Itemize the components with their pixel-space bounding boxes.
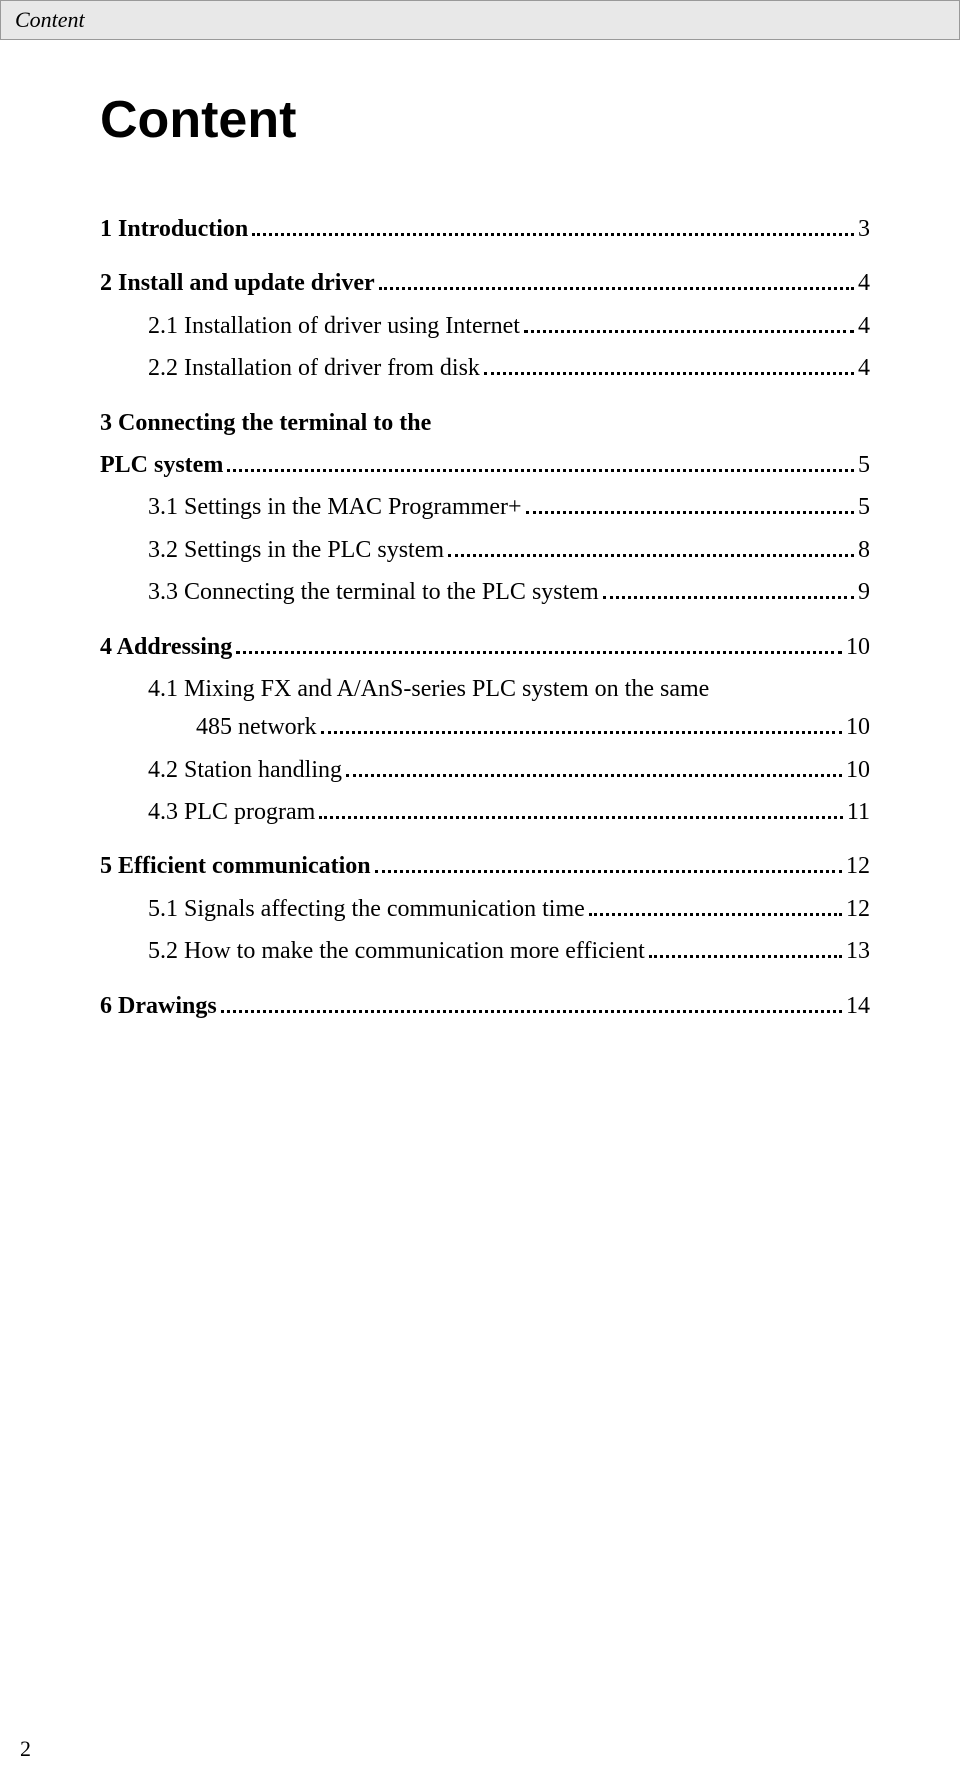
toc-text: 3.1 Settings in the MAC Programmer+ — [148, 488, 522, 526]
toc-text: PLC system — [100, 446, 223, 484]
toc-page: 10 — [846, 628, 870, 666]
toc-text: 5.2 How to make the communication more e… — [148, 932, 645, 970]
toc-page: 11 — [847, 793, 870, 831]
toc-page: 12 — [846, 847, 870, 885]
toc-dots — [484, 372, 854, 375]
toc-entry: 3.2 Settings in the PLC system 8 — [100, 531, 870, 569]
toc-page: 10 — [846, 708, 870, 746]
toc-text: 2.1 Installation of driver using Interne… — [148, 307, 520, 345]
toc-entry: 2.1 Installation of driver using Interne… — [100, 307, 870, 345]
toc-entry: 4.1 Mixing FX and A/AnS-series PLC syste… — [100, 670, 870, 747]
toc-page: 5 — [858, 446, 870, 484]
toc-text: 4.2 Station handling — [148, 751, 342, 789]
toc-entry: 6 Drawings 14 — [100, 987, 870, 1025]
toc-text: 6 Drawings — [100, 987, 217, 1025]
toc-dots — [603, 596, 854, 599]
toc-text: 3.3 Connecting the terminal to the PLC s… — [148, 573, 599, 611]
toc-entry: PLC system 5 — [100, 446, 870, 484]
header-label: Content — [15, 7, 85, 32]
toc-entry: 5.1 Signals affecting the communication … — [100, 890, 870, 928]
toc-text: 2 Install and update driver — [100, 264, 375, 302]
page-title: Content — [100, 90, 870, 150]
toc-text: 5 Efficient communication — [100, 847, 371, 885]
toc-page: 4 — [858, 307, 870, 345]
toc-page: 4 — [858, 264, 870, 302]
toc-text: 4 Addressing — [100, 628, 232, 666]
toc-entry: 2.2 Installation of driver from disk 4 — [100, 349, 870, 387]
toc-entry: 3.1 Settings in the MAC Programmer+ 5 — [100, 488, 870, 526]
toc-dots — [589, 913, 842, 916]
header-bar: Content — [0, 0, 960, 40]
toc-dots — [649, 955, 842, 958]
toc-page: 9 — [858, 573, 870, 611]
toc-text: 3 Connecting the terminal to the — [100, 404, 431, 442]
toc-text: 4.3 PLC program — [148, 793, 315, 831]
toc-text: 2.2 Installation of driver from disk — [148, 349, 480, 387]
footer-page-number: 2 — [20, 1736, 31, 1762]
toc-page: 5 — [858, 488, 870, 526]
toc-page: 10 — [846, 751, 870, 789]
toc-entry: 3 Connecting the terminal to the — [100, 404, 870, 442]
toc-page: 14 — [846, 987, 870, 1025]
content-area: Content 1 Introduction 3 2 Install and u… — [0, 40, 960, 1059]
toc-dots — [236, 651, 842, 654]
toc-dots — [346, 774, 842, 777]
toc-page: 13 — [846, 932, 870, 970]
toc-page: 3 — [858, 210, 870, 248]
toc-entry: 4.2 Station handling 10 — [100, 751, 870, 789]
toc-text: 4.1 Mixing FX and A/AnS-series PLC syste… — [148, 670, 870, 708]
toc-dots — [252, 233, 854, 236]
toc-entry: 1 Introduction 3 — [100, 210, 870, 248]
toc-text: 5.1 Signals affecting the communication … — [148, 890, 585, 928]
toc-dots — [379, 287, 854, 290]
toc-dots — [524, 330, 854, 333]
toc-dots — [321, 731, 842, 734]
toc-dots — [319, 816, 843, 819]
toc-entry: 5.2 How to make the communication more e… — [100, 932, 870, 970]
toc-dots — [227, 469, 854, 472]
toc-page: 8 — [858, 531, 870, 569]
toc-page: 4 — [858, 349, 870, 387]
toc-text: 485 network — [196, 708, 317, 746]
toc-text: 1 Introduction — [100, 210, 248, 248]
toc-page: 12 — [846, 890, 870, 928]
toc-entry: 2 Install and update driver 4 — [100, 264, 870, 302]
toc-entry: 5 Efficient communication 12 — [100, 847, 870, 885]
toc-dots — [526, 511, 854, 514]
toc-dots — [375, 870, 842, 873]
toc-entry: 3.3 Connecting the terminal to the PLC s… — [100, 573, 870, 611]
toc-dots — [448, 554, 854, 557]
toc-dots — [221, 1010, 842, 1013]
toc-entry: 4 Addressing 10 — [100, 628, 870, 666]
toc-text: 3.2 Settings in the PLC system — [148, 531, 444, 569]
toc-entry: 4.3 PLC program 11 — [100, 793, 870, 831]
